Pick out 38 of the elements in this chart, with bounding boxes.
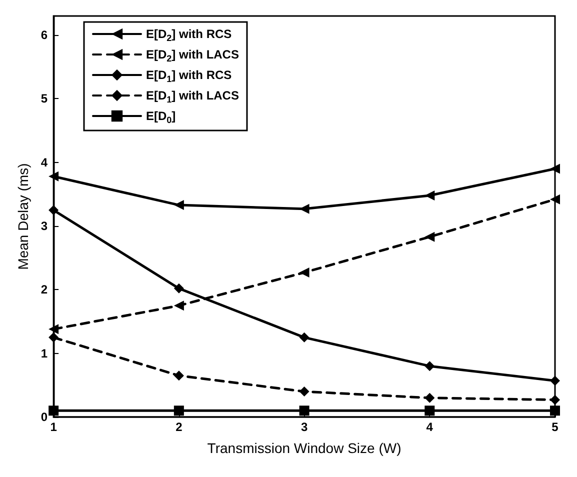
x-tick-label: 1 [50, 420, 58, 434]
point [48, 171, 59, 182]
point [299, 406, 310, 416]
x-axis-title: Transmission Window Size (W) [207, 440, 402, 456]
point [550, 394, 560, 405]
x-tick-label: 4 [426, 420, 434, 434]
y-tick-label: 1 [40, 346, 48, 360]
point [48, 406, 59, 416]
point [48, 324, 59, 334]
point [299, 386, 310, 397]
y-tick-label: 0 [40, 410, 48, 424]
point [550, 376, 560, 386]
y-tick-label: 6 [40, 28, 48, 42]
y-tick-label: 2 [40, 282, 48, 297]
x-tick-label: 3 [300, 420, 308, 434]
x-tick-label: 2 [176, 420, 183, 434]
point [424, 406, 435, 416]
y-tick-label: 4 [40, 155, 48, 170]
point [48, 332, 59, 342]
point [48, 205, 59, 216]
point [174, 406, 184, 416]
x-tick-label: 5 [552, 420, 559, 434]
point [174, 200, 184, 210]
point [550, 194, 560, 204]
point [424, 361, 435, 372]
y-tick-label: 5 [40, 92, 48, 106]
point [550, 164, 560, 174]
point [424, 232, 435, 242]
y-tick-label: 3 [40, 219, 48, 234]
point [174, 300, 184, 311]
point [174, 370, 184, 381]
y-axis-title: Mean Delay (ms) [15, 163, 31, 270]
point [299, 268, 310, 278]
point [424, 392, 435, 403]
point [299, 332, 310, 342]
point [550, 406, 560, 416]
point [424, 190, 435, 200]
point [174, 283, 184, 294]
